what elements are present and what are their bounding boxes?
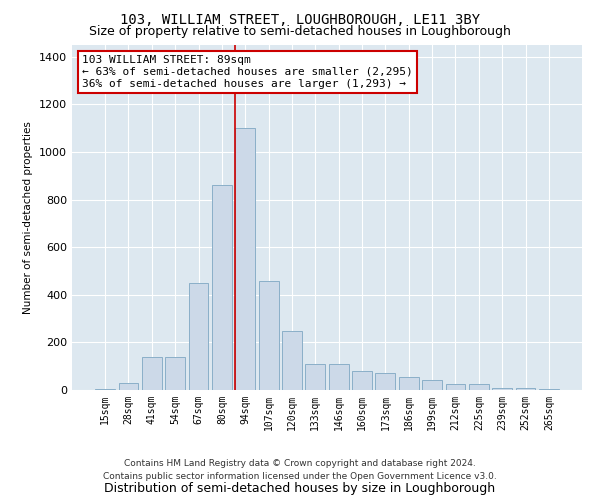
- Bar: [95, 389, 115, 390]
- Text: Distribution of semi-detached houses by size in Loughborough: Distribution of semi-detached houses by …: [104, 482, 496, 495]
- Text: Contains HM Land Registry data © Crown copyright and database right 2024.: Contains HM Land Registry data © Crown c…: [124, 458, 476, 468]
- Bar: [399, 377, 419, 390]
- Bar: [142, 356, 162, 390]
- Bar: [165, 356, 185, 390]
- Bar: [212, 186, 232, 390]
- Bar: [422, 380, 442, 390]
- Bar: [329, 364, 349, 390]
- Bar: [259, 280, 278, 390]
- Bar: [188, 283, 208, 390]
- Bar: [376, 374, 395, 390]
- Bar: [352, 371, 372, 390]
- Y-axis label: Number of semi-detached properties: Number of semi-detached properties: [23, 121, 34, 314]
- Bar: [539, 389, 559, 390]
- Text: Contains public sector information licensed under the Open Government Licence v3: Contains public sector information licen…: [103, 472, 497, 481]
- Text: Size of property relative to semi-detached houses in Loughborough: Size of property relative to semi-detach…: [89, 25, 511, 38]
- Bar: [305, 364, 325, 390]
- Bar: [235, 128, 255, 390]
- Bar: [469, 384, 489, 390]
- Text: 103 WILLIAM STREET: 89sqm
← 63% of semi-detached houses are smaller (2,295)
36% : 103 WILLIAM STREET: 89sqm ← 63% of semi-…: [82, 56, 413, 88]
- Bar: [446, 384, 466, 390]
- Text: 103, WILLIAM STREET, LOUGHBOROUGH, LE11 3BY: 103, WILLIAM STREET, LOUGHBOROUGH, LE11 …: [120, 12, 480, 26]
- Bar: [282, 330, 302, 390]
- Bar: [515, 388, 535, 390]
- Bar: [492, 388, 512, 390]
- Bar: [119, 383, 139, 390]
